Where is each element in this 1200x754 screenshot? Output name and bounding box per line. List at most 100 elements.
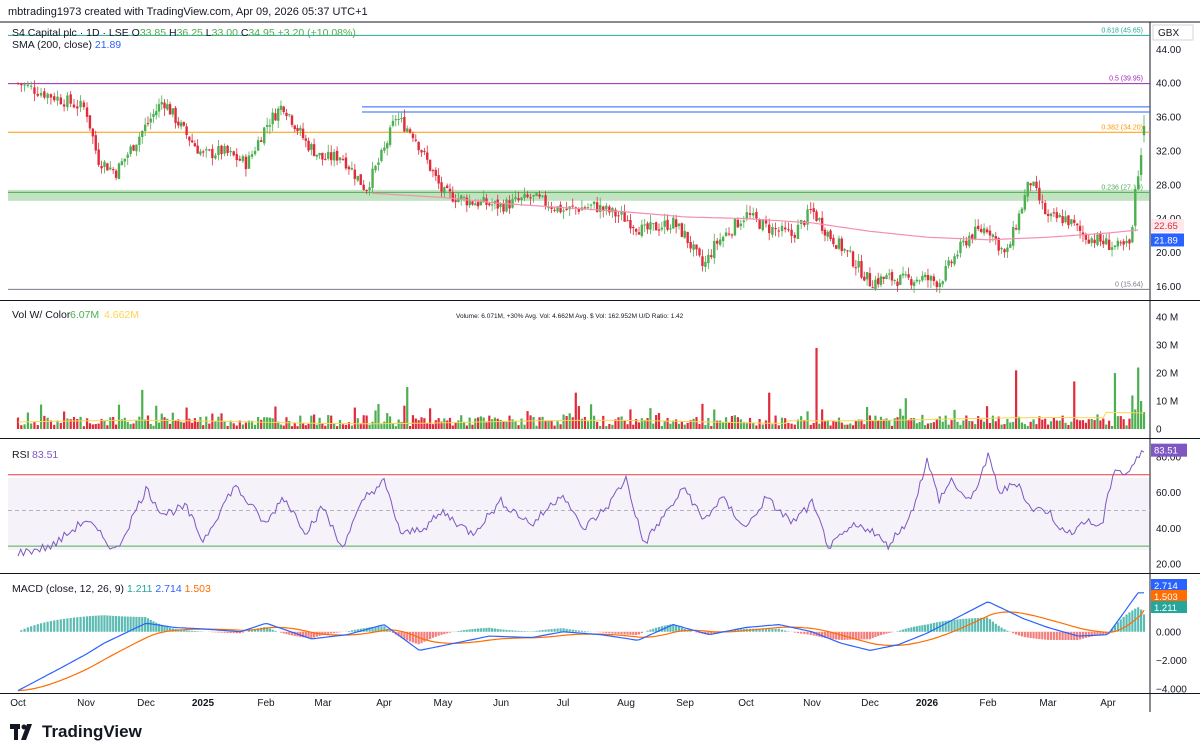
volume-bar [1081,420,1085,429]
volume-bar [617,417,620,429]
volume-bar [796,419,800,429]
candle [174,106,177,129]
volume-bar [1046,424,1050,429]
candle [823,227,827,242]
macd-histogram-bar [1029,631,1032,639]
candle [211,144,214,166]
candle [672,214,675,230]
currency-box[interactable] [1152,24,1194,41]
volume-bar [932,422,935,429]
macd-histogram-bar [965,618,968,632]
macd-histogram-bar [491,628,494,632]
rsi-value: 83.51 [32,449,58,461]
candle [1049,212,1053,222]
candle [217,139,220,161]
candle [529,193,532,206]
macd-histogram-bar [535,630,538,632]
volume-bar [1105,424,1108,429]
volume-bar [511,419,514,429]
volume-bar [49,420,53,429]
macd-histogram-bar [274,630,277,632]
volume-bar [1093,420,1096,429]
candle [259,136,263,143]
candle [941,280,944,288]
macd-histogram-bar [168,627,172,632]
macd-histogram-bar [617,631,620,635]
macd-histogram-bar [764,628,768,632]
macd-histogram-bar [250,629,254,632]
candle [377,157,380,171]
volume-bar [565,416,568,429]
rsi-line [17,449,1145,557]
volume-bar [247,420,251,429]
candle [643,218,646,233]
macd-histogram-bar [793,631,796,633]
volume-bar [941,421,944,429]
macd-histogram-bar [324,631,327,635]
volume-bar [491,419,494,429]
candle [268,118,272,135]
candle [680,222,684,238]
macd-histogram-bar [809,631,812,635]
volume-bar [46,417,49,429]
currency-label: GBX [1158,28,1179,39]
macd-histogram-bar [1046,631,1050,640]
tradingview-logo[interactable]: TradingView [10,722,142,742]
candle [586,203,590,210]
candle [944,260,947,283]
candle [332,148,336,167]
volume-bar [866,406,869,429]
macd-histogram-bar [562,628,565,632]
volume-bar [129,424,132,429]
candle [457,192,460,203]
candle [704,255,707,272]
candle [329,145,333,166]
macd-histogram-bar [1000,627,1003,632]
macd-histogram-bar [991,621,994,632]
candle [1035,175,1038,191]
macd-histogram-bar [368,627,371,632]
volume-bar [1073,381,1076,429]
macd-histogram-bar [707,631,710,635]
macd-histogram-bar [583,631,587,632]
volume-bar [30,423,33,429]
x-axis-label: May [434,698,453,709]
volume-bar [437,418,440,429]
candle [111,166,115,174]
macd-histogram-bar [988,619,992,632]
volume-bar [1099,420,1102,429]
candle [893,279,896,285]
macd-histogram-bar [1122,616,1125,632]
candle [1136,170,1140,191]
macd-histogram-bar [1081,631,1085,639]
volume-bar [742,421,745,429]
volume-bar [205,416,208,429]
volume-bar [88,423,92,429]
macd-histogram-bar [879,631,883,636]
volume-bar [950,420,953,429]
candle [232,150,235,157]
candle [774,222,777,237]
volume-bar [823,421,827,429]
candle [88,115,92,132]
candle [468,194,471,208]
candle [117,162,121,180]
volume-bar [896,417,899,429]
candle [652,222,655,231]
macd-histogram-bar [541,629,544,632]
macd-histogram-bar [626,631,629,635]
volume-bar [391,422,395,429]
volume-bar [293,422,296,429]
volume-bar [1061,415,1064,429]
macd-histogram-bar [371,627,374,632]
volume-bar [583,416,587,429]
candle [374,164,377,173]
candle [771,223,774,238]
macd-histogram-bar [238,631,241,634]
volume-bar [244,422,248,429]
volume-bar [56,420,59,429]
candle [820,211,824,235]
volume-bar [652,423,655,429]
candle [135,144,138,156]
